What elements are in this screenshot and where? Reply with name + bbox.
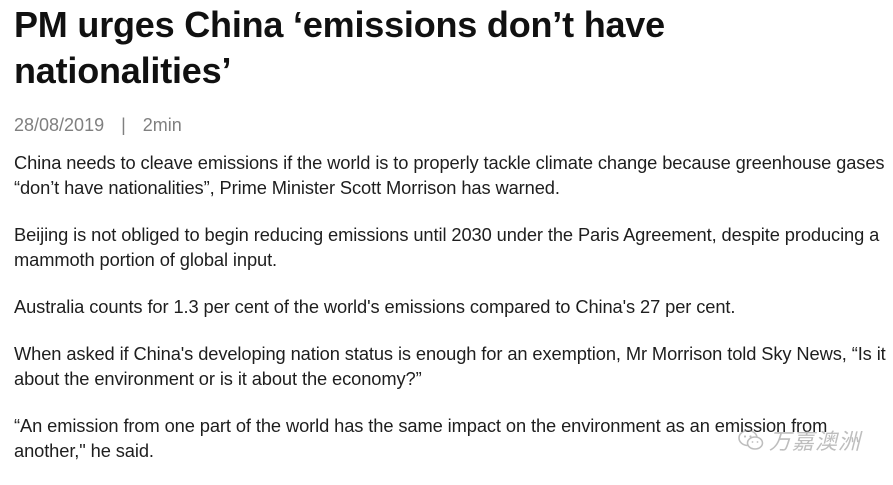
article: PM urges China ‘emissions don’t have nat… xyxy=(14,0,886,485)
read-time: 2min xyxy=(142,115,182,135)
publish-date: 28/08/2019 xyxy=(14,115,105,135)
paragraph: Australia counts for 1.3 per cent of the… xyxy=(14,296,736,317)
paragraph: China needs to cleave emissions if the w… xyxy=(14,152,885,198)
paragraph: Beijing is not obliged to begin reducing… xyxy=(14,224,880,270)
meta-separator: | xyxy=(121,115,126,135)
paragraph: When asked if China's developing nation … xyxy=(14,343,886,389)
article-body: China needs to cleave emissions if the w… xyxy=(14,150,886,463)
article-headline: PM urges China ‘emissions don’t have nat… xyxy=(14,4,665,91)
article-meta: 28/08/2019 | 2min xyxy=(14,114,886,136)
paragraph: “An emission from one part of the world … xyxy=(14,415,828,461)
